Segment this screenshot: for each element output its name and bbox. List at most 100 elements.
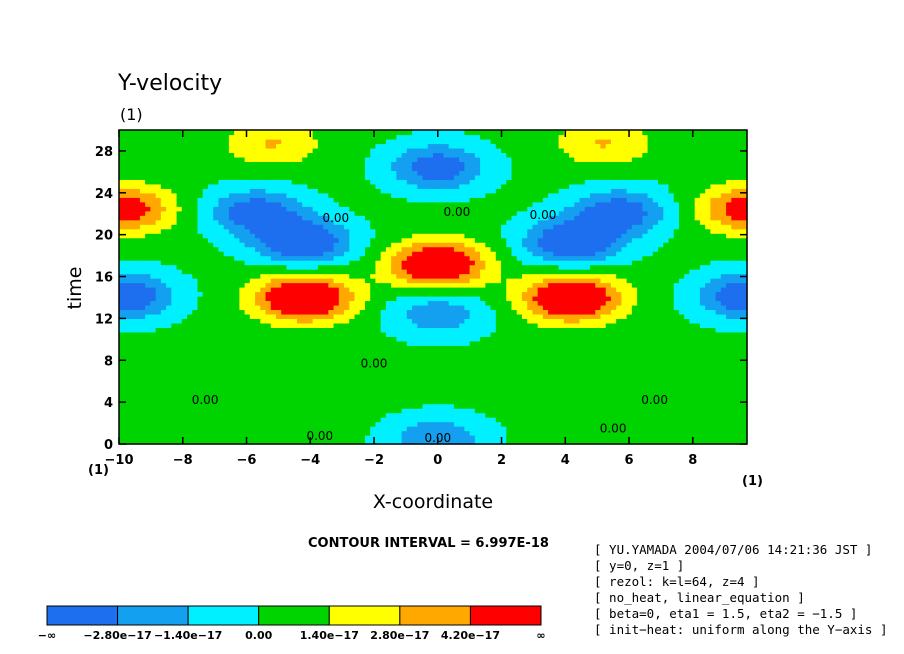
contour-cell	[364, 390, 371, 396]
contour-cell	[391, 255, 397, 261]
contour-cell	[652, 372, 659, 378]
contour-cell	[187, 376, 193, 382]
contour-cell	[590, 331, 596, 337]
chart-subtitle: (1)	[120, 105, 143, 124]
contour-cell	[255, 340, 261, 346]
contour-cell	[453, 363, 460, 369]
contour-cell	[129, 435, 136, 441]
contour-cell	[338, 426, 345, 432]
contour-cell	[307, 278, 314, 284]
contour-cell	[218, 412, 225, 418]
contour-cell	[192, 313, 199, 319]
contour-cell	[694, 264, 701, 270]
contour-cell	[296, 322, 303, 328]
contour-cell	[474, 430, 481, 436]
contour-cell	[422, 435, 429, 441]
contour-cell	[474, 363, 481, 369]
contour-cell	[720, 412, 727, 418]
contour-cell	[422, 403, 429, 409]
contour-cell	[527, 408, 534, 414]
contour-cell	[652, 363, 659, 369]
contour-cell	[694, 412, 701, 418]
contour-cell	[302, 372, 308, 378]
contour-cell	[621, 345, 628, 351]
contour-cell	[328, 421, 335, 427]
contour-cell	[281, 394, 288, 400]
contour-cell	[228, 304, 235, 311]
contour-cell	[427, 269, 434, 275]
contour-cell	[474, 408, 481, 414]
contour-cell	[736, 399, 743, 405]
contour-cell	[270, 255, 277, 261]
contour-cell	[433, 358, 439, 364]
contour-cell	[286, 345, 293, 351]
contour-cell	[228, 318, 235, 324]
contour-cell	[569, 439, 575, 445]
contour-cell	[699, 385, 706, 391]
contour-cell	[453, 269, 460, 275]
contour-cell	[621, 439, 628, 445]
contour-cell	[474, 331, 481, 337]
contour-cell	[239, 439, 246, 445]
contour-cell	[590, 291, 596, 297]
contour-cell	[249, 408, 256, 414]
contour-cell	[129, 421, 136, 427]
contour-cell	[391, 327, 397, 333]
contour-cell	[150, 349, 157, 355]
contour-cell	[663, 322, 670, 328]
contour-cell	[181, 340, 188, 346]
contour-cell	[171, 264, 178, 270]
contour-cell	[715, 260, 722, 266]
contour-cell	[223, 269, 230, 275]
contour-cell	[145, 309, 151, 315]
contour-cell	[626, 336, 633, 342]
contour-cell	[658, 363, 664, 369]
contour-cell	[673, 278, 680, 284]
contour-cell	[715, 403, 722, 409]
contour-cell	[595, 390, 602, 396]
contour-cell	[417, 399, 424, 405]
contour-cell	[464, 255, 471, 261]
contour-cell	[391, 349, 397, 355]
contour-cell	[673, 394, 680, 400]
contour-cell	[134, 408, 141, 414]
contour-cell	[338, 412, 345, 418]
contour-cell	[328, 278, 335, 284]
contour-cell	[673, 345, 680, 351]
contour-cell	[223, 300, 230, 306]
contour-cell	[448, 322, 455, 328]
contour-cell	[312, 304, 319, 311]
contour-cell	[658, 269, 664, 275]
contour-cell	[202, 345, 209, 351]
contour-cell	[474, 260, 481, 266]
contour-cell	[187, 408, 193, 414]
contour-cell	[317, 381, 324, 387]
contour-cell	[448, 278, 455, 284]
contour-cell	[710, 430, 717, 436]
contour-cell	[160, 439, 167, 445]
contour-cell	[359, 322, 366, 328]
contour-cell	[600, 273, 607, 279]
contour-cell	[276, 376, 282, 382]
contour-cell	[181, 367, 188, 373]
contour-cell	[276, 435, 282, 441]
contour-cell	[281, 426, 288, 432]
contour-cell	[124, 345, 131, 351]
contour-cell	[317, 426, 324, 432]
contour-cell	[741, 300, 748, 306]
contour-cell	[637, 345, 643, 351]
contour-cell	[323, 385, 329, 391]
contour-cell	[579, 367, 586, 373]
contour-cell	[516, 372, 523, 378]
contour-cell	[558, 340, 565, 346]
contour-cell	[249, 336, 256, 342]
contour-cell	[406, 421, 413, 427]
contour-cell	[579, 264, 586, 270]
contour-cell	[731, 260, 738, 266]
contour-cell	[171, 430, 178, 436]
contour-cell	[150, 376, 157, 382]
contour-cell	[265, 430, 272, 436]
contour-cell	[338, 417, 345, 423]
contour-cell	[286, 372, 293, 378]
contour-cell	[270, 322, 277, 328]
